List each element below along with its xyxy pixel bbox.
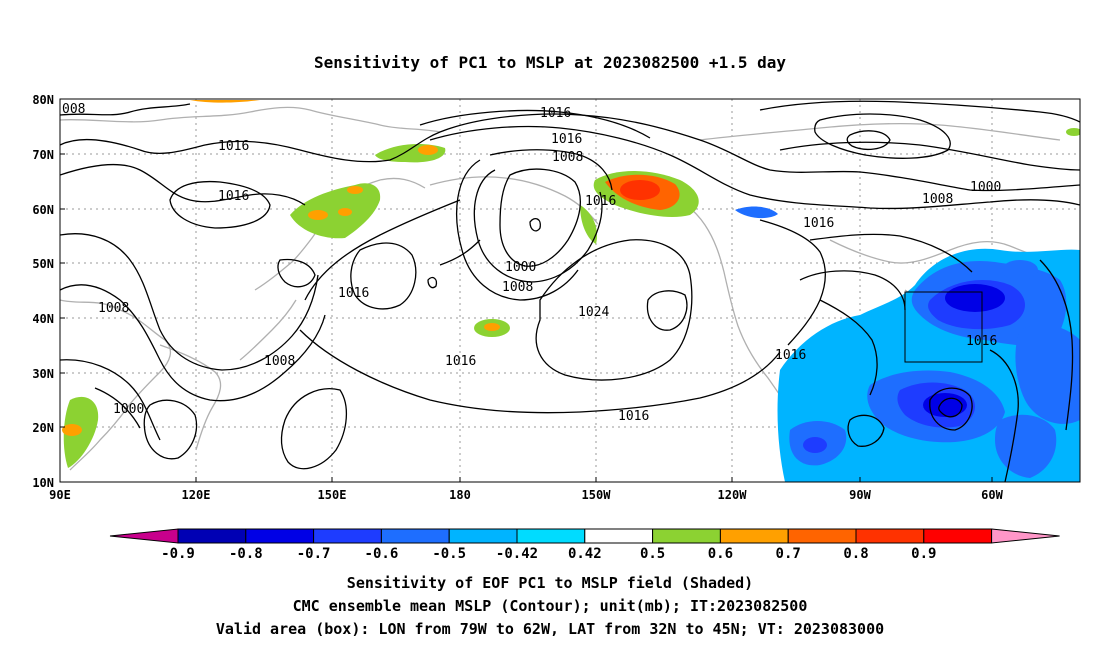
captions: Sensitivity of EOF PC1 to MSLP field (Sh… [216,574,884,638]
colorbar-segment [719,528,789,544]
contour-label: 1008 [264,354,295,369]
colorbar-segment [923,528,993,544]
colorbar-tick-label: 0.8 [843,546,868,562]
positive-patch [418,145,438,155]
contour-label: 1016 [966,334,997,349]
colorbar-segment [516,528,586,544]
positive-patch [484,323,500,331]
colorbar-tick-label: -0.8 [229,546,263,562]
positive-patch [62,424,82,436]
positive-patch [347,186,363,194]
positive-patch [308,210,328,220]
negative-patch [1002,260,1038,280]
lon-labels: 90E 120E 150E 180 150W 120W 90W 60W [49,488,1003,502]
colorbar-tick-label: 0.9 [911,546,936,562]
contour-label: 1016 [803,216,834,231]
isobar-contours [60,100,1080,482]
lat-label: 30N [32,367,54,381]
contour-label: 1016 [551,132,582,147]
contour-label: 1000 [113,402,144,417]
negative-patch [735,206,778,219]
colorbar-segment [245,528,315,544]
sensitivity-shading [62,100,1080,482]
lat-labels: 80N 70N 60N 50N 40N 30N 20N 10N [32,93,54,490]
colorbar-tick-label: 0.42 [568,546,602,562]
colorbar-tick-label: -0.6 [365,546,399,562]
contour-label: 1008 [98,301,129,316]
negative-patch [945,284,1005,312]
lon-label: 120E [182,488,211,502]
lon-label: 60W [981,488,1003,502]
lat-label: 70N [32,148,54,162]
colorbar-segment [652,528,721,544]
lat-label: 60N [32,203,54,217]
colorbar: -0.9 -0.8 -0.7 -0.6 -0.5 -0.42 0.42 0.5 0.6 0.7 0.… [109,528,1060,562]
caption-line-1: Sensitivity of EOF PC1 to MSLP field (Sh… [347,574,753,592]
contour-label: 1016 [540,106,571,121]
positive-patch [1066,128,1080,136]
contour-label: 1000 [970,180,1001,195]
colorbar-tick-label: 0.7 [776,546,801,562]
colorbar-tick-label: -0.42 [496,546,538,562]
colorbar-tick-label: -0.9 [161,546,195,562]
lat-label: 50N [32,257,54,271]
colorbar-tick-label: -0.7 [297,546,331,562]
figure-title: Sensitivity of PC1 to MSLP at 2023082500… [314,53,786,72]
map-content: 008 1016 1016 1008 1016 1016 1008 1016 1… [60,99,1080,482]
colorbar-segment [380,528,450,544]
positive-patch [620,180,660,200]
colorbar-tick-label: 0.6 [708,546,733,562]
contour-label: 1016 [218,189,249,204]
lon-label: 90E [49,488,71,502]
colorbar-arrow-right [991,528,1060,544]
colorbar-segment [177,528,247,544]
negative-patch [803,437,827,453]
lat-label: 10N [32,476,54,490]
colorbar-segment [584,528,654,544]
contour-label: 1016 [775,348,806,363]
contour-label: 1024 [578,305,609,320]
contour-label: 1000 [505,260,536,275]
lat-label: 20N [32,421,54,435]
lat-label: 80N [32,93,54,107]
negative-patch [995,414,1057,478]
colorbar-segment [787,528,857,544]
contour-labels: 008 1016 1016 1008 1016 1016 1008 1016 1… [62,102,1001,424]
positive-patch [190,100,260,103]
contour-label: 1016 [445,354,476,369]
negative-patch [1015,324,1080,424]
lon-label: 150E [318,488,347,502]
contour-label: 1008 [502,280,533,295]
colorbar-segment [313,528,382,544]
map-panel: 008 1016 1016 1008 1016 1016 1008 1016 1… [32,93,1081,502]
contour-label: 1008 [922,192,953,207]
lon-label: 120W [718,488,748,502]
colorbar-arrow-left [109,528,179,544]
lon-label: 90W [849,488,871,502]
contour-label: 1008 [552,150,583,165]
contour-label: 1016 [585,194,616,209]
lon-label: 150W [582,488,612,502]
contour-label: 1016 [618,409,649,424]
caption-line-3: Valid area (box): LON from 79W to 62W, L… [216,620,884,638]
positive-patch [338,208,352,216]
caption-line-2: CMC ensemble mean MSLP (Contour); unit(m… [293,597,808,615]
contour-label: 008 [62,102,85,117]
colorbar-segment [448,528,518,544]
lon-label: 180 [449,488,471,502]
colorbar-tick-label: -0.5 [432,546,466,562]
tick-marks [60,153,993,482]
contour-label: 1016 [218,139,249,154]
positive-patch [580,205,598,244]
valid-area-box [904,291,983,363]
colorbar-segment [855,528,925,544]
positive-patch [290,183,381,239]
colorbar-tick-label: 0.5 [640,546,665,562]
map-frame [59,98,1081,483]
contour-label: 1016 [338,286,369,301]
lat-label: 40N [32,312,54,326]
